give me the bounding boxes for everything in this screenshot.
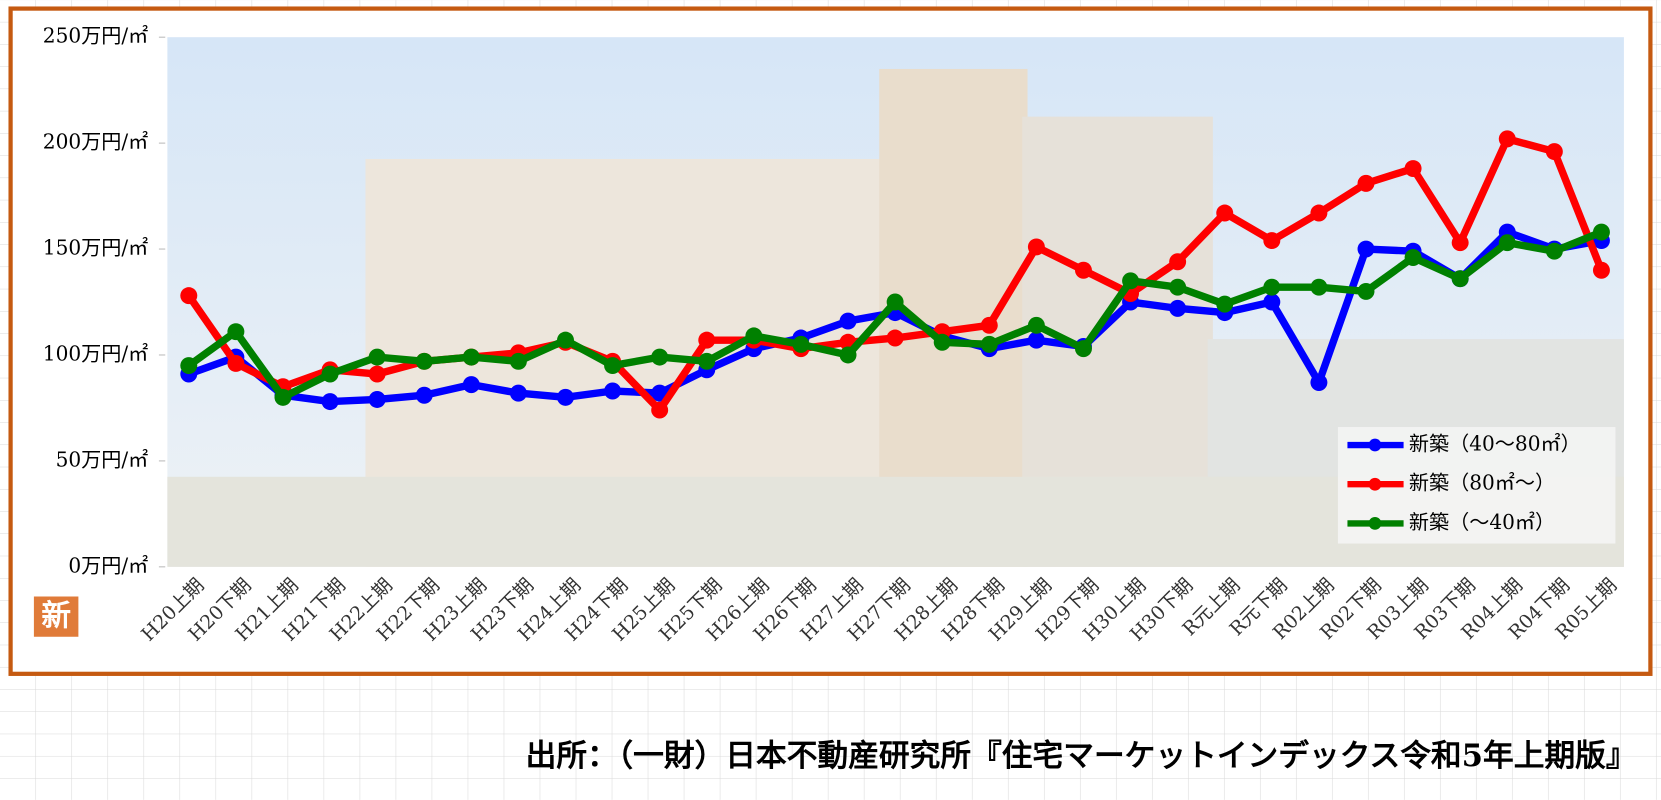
data-point <box>886 293 904 311</box>
data-point <box>1451 234 1469 252</box>
data-point <box>651 401 669 419</box>
data-point <box>698 352 716 370</box>
data-point <box>933 333 951 351</box>
data-point <box>1074 340 1092 358</box>
data-point <box>274 388 292 406</box>
data-point <box>227 323 245 341</box>
data-point <box>1592 261 1610 279</box>
data-point <box>1451 270 1469 288</box>
data-point <box>415 352 433 370</box>
legend-marker <box>1368 517 1382 530</box>
data-point <box>698 331 716 349</box>
data-point <box>462 348 480 366</box>
data-point <box>321 393 339 411</box>
data-point <box>1169 299 1187 317</box>
data-point <box>745 327 763 345</box>
legend-label: 新築（～40㎡） <box>1409 510 1555 534</box>
data-point <box>1357 240 1375 258</box>
data-point <box>1263 278 1281 296</box>
data-point <box>509 384 527 402</box>
data-point <box>792 335 810 353</box>
icon <box>33 596 79 637</box>
data-point <box>839 312 857 330</box>
data-point <box>1074 261 1092 279</box>
data-point <box>1027 238 1045 256</box>
data-point <box>1216 295 1234 313</box>
data-point <box>886 329 904 347</box>
legend-label: 新築（40～80㎡） <box>1409 432 1581 456</box>
data-point <box>557 331 574 349</box>
legend-label: 新築（80㎡～） <box>1409 471 1555 495</box>
data-point <box>1310 374 1328 391</box>
data-point <box>415 386 433 404</box>
data-point <box>368 348 386 366</box>
y-tick-label: 200万円/㎡ <box>43 130 149 154</box>
data-point <box>1027 316 1045 334</box>
data-point <box>368 365 386 383</box>
data-point <box>1404 160 1422 178</box>
data-point <box>980 335 998 353</box>
data-point <box>1357 282 1375 300</box>
data-point <box>1216 204 1234 222</box>
legend-marker <box>1368 477 1382 491</box>
data-point <box>1169 278 1187 296</box>
legend-marker <box>1368 438 1382 452</box>
data-point <box>839 346 857 364</box>
data-point <box>368 390 386 408</box>
y-tick-label: 100万円/㎡ <box>43 341 149 365</box>
data-point <box>462 376 480 394</box>
data-point <box>509 352 527 370</box>
data-point <box>1545 242 1563 260</box>
data-point <box>180 287 198 305</box>
data-point <box>1263 232 1281 250</box>
y-tick-label: 250万円/㎡ <box>43 24 149 48</box>
data-point <box>1498 234 1516 252</box>
data-point <box>651 348 669 366</box>
data-point <box>1357 174 1375 192</box>
data-point <box>321 365 339 383</box>
data-point <box>1122 272 1140 290</box>
y-tick-label: 0万円/㎡ <box>68 553 148 577</box>
data-point <box>1027 331 1045 349</box>
data-point <box>1169 253 1187 271</box>
data-point <box>1310 204 1328 222</box>
data-point <box>604 382 622 400</box>
data-point <box>180 357 198 375</box>
data-point <box>604 357 622 375</box>
data-point <box>1310 278 1328 296</box>
data-point <box>1545 143 1563 161</box>
data-point <box>1592 223 1610 241</box>
data-point <box>227 354 245 372</box>
data-point <box>1404 249 1422 266</box>
legend: 新築（40～80㎡） 新築（80㎡～） 新築（～40㎡） <box>1337 427 1616 544</box>
y-tick-label: 150万円/㎡ <box>43 236 149 260</box>
icon-text: 新 <box>41 598 71 633</box>
data-point <box>1498 130 1516 148</box>
data-point <box>557 388 574 406</box>
data-point <box>980 316 998 334</box>
source: 出所：（一財）日本不動産研究所『住宅マーケットインデックス令和5年上期版』 <box>526 738 1637 774</box>
y-tick-label: 50万円/㎡ <box>56 447 149 471</box>
data-point <box>1263 293 1281 311</box>
